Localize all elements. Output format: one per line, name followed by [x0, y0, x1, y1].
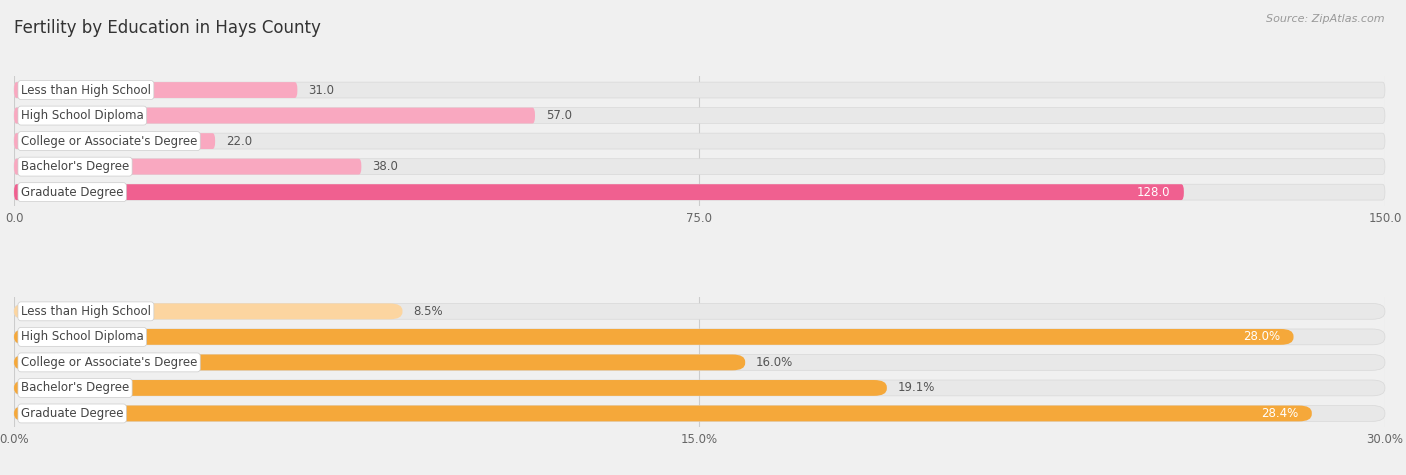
Text: 8.5%: 8.5%	[413, 305, 443, 318]
Text: College or Associate's Degree: College or Associate's Degree	[21, 134, 197, 148]
Text: Bachelor's Degree: Bachelor's Degree	[21, 160, 129, 173]
FancyBboxPatch shape	[14, 159, 361, 174]
FancyBboxPatch shape	[14, 159, 1385, 174]
FancyBboxPatch shape	[14, 354, 745, 371]
FancyBboxPatch shape	[14, 329, 1385, 345]
FancyBboxPatch shape	[14, 329, 1294, 345]
Text: 57.0: 57.0	[546, 109, 572, 122]
Text: Less than High School: Less than High School	[21, 84, 150, 96]
Text: Less than High School: Less than High School	[21, 305, 150, 318]
Text: 38.0: 38.0	[373, 160, 398, 173]
FancyBboxPatch shape	[14, 304, 402, 319]
Text: 128.0: 128.0	[1136, 186, 1170, 199]
Text: 31.0: 31.0	[308, 84, 335, 96]
FancyBboxPatch shape	[14, 133, 1385, 149]
FancyBboxPatch shape	[14, 304, 1385, 319]
FancyBboxPatch shape	[14, 108, 1385, 124]
Text: High School Diploma: High School Diploma	[21, 109, 143, 122]
FancyBboxPatch shape	[14, 184, 1184, 200]
FancyBboxPatch shape	[14, 380, 887, 396]
Text: Source: ZipAtlas.com: Source: ZipAtlas.com	[1267, 14, 1385, 24]
Text: 28.4%: 28.4%	[1261, 407, 1298, 420]
FancyBboxPatch shape	[14, 406, 1312, 421]
Text: Graduate Degree: Graduate Degree	[21, 407, 124, 420]
Text: High School Diploma: High School Diploma	[21, 331, 143, 343]
Text: 19.1%: 19.1%	[898, 381, 935, 394]
FancyBboxPatch shape	[14, 133, 215, 149]
Text: Graduate Degree: Graduate Degree	[21, 186, 124, 199]
Text: 16.0%: 16.0%	[756, 356, 793, 369]
FancyBboxPatch shape	[14, 184, 1385, 200]
Text: 22.0: 22.0	[226, 134, 252, 148]
FancyBboxPatch shape	[14, 108, 536, 124]
FancyBboxPatch shape	[14, 354, 1385, 371]
FancyBboxPatch shape	[14, 380, 1385, 396]
Text: 28.0%: 28.0%	[1243, 331, 1279, 343]
Text: College or Associate's Degree: College or Associate's Degree	[21, 356, 197, 369]
FancyBboxPatch shape	[14, 82, 1385, 98]
Text: Bachelor's Degree: Bachelor's Degree	[21, 381, 129, 394]
FancyBboxPatch shape	[14, 82, 298, 98]
Text: Fertility by Education in Hays County: Fertility by Education in Hays County	[14, 19, 321, 37]
FancyBboxPatch shape	[14, 406, 1385, 421]
